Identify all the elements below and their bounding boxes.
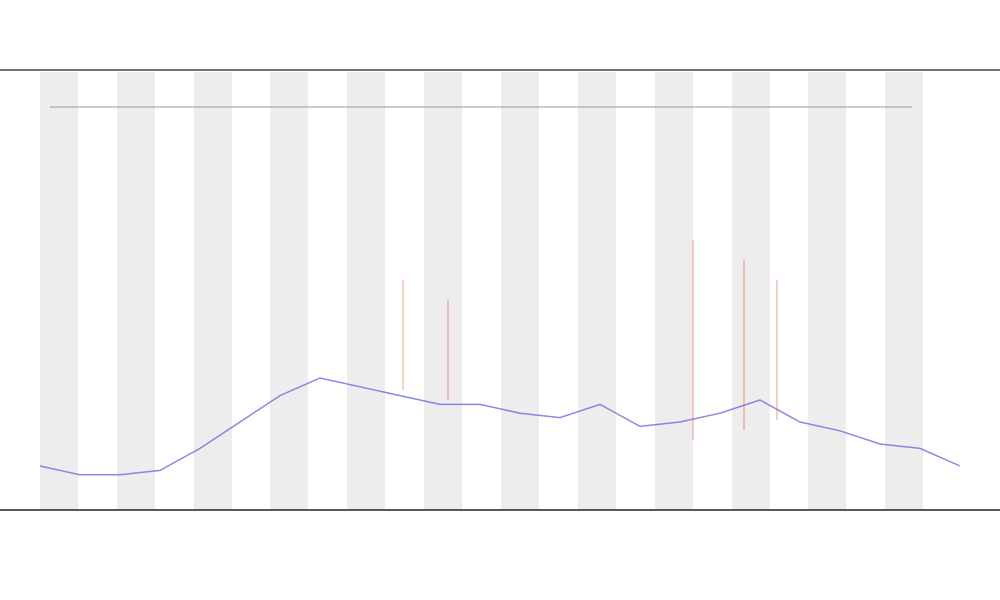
band	[578, 72, 616, 510]
data-line	[39, 377, 961, 476]
band	[501, 72, 539, 510]
band	[885, 72, 923, 510]
band	[655, 72, 693, 510]
band	[40, 72, 78, 510]
band	[732, 72, 770, 510]
band	[194, 72, 232, 510]
spikes	[402, 240, 778, 440]
band	[117, 72, 155, 510]
band	[347, 72, 385, 510]
background-bands	[40, 72, 923, 510]
band	[424, 72, 462, 510]
band	[808, 72, 846, 510]
band	[270, 72, 308, 510]
